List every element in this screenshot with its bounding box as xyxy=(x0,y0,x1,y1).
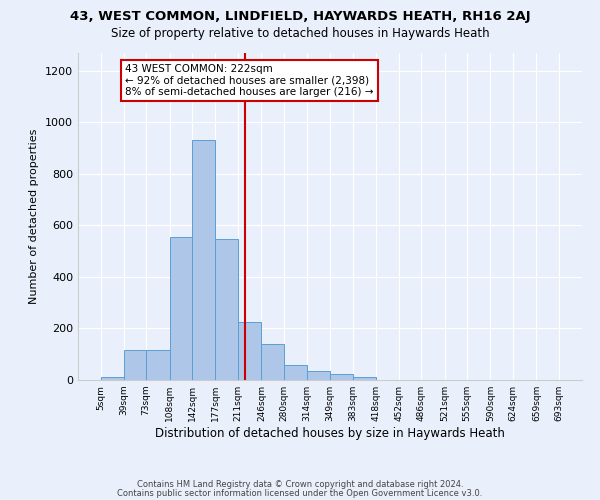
Bar xyxy=(262,344,284,380)
Text: Contains HM Land Registry data © Crown copyright and database right 2024.: Contains HM Land Registry data © Crown c… xyxy=(137,480,463,489)
Text: 43 WEST COMMON: 222sqm
← 92% of detached houses are smaller (2,398)
8% of semi-d: 43 WEST COMMON: 222sqm ← 92% of detached… xyxy=(125,64,373,97)
Bar xyxy=(215,240,238,380)
Bar xyxy=(146,350,170,380)
Bar xyxy=(353,378,376,380)
Text: Contains public sector information licensed under the Open Government Licence v3: Contains public sector information licen… xyxy=(118,488,482,498)
Bar xyxy=(101,378,124,380)
Bar xyxy=(192,140,215,380)
Bar xyxy=(124,350,146,380)
Y-axis label: Number of detached properties: Number of detached properties xyxy=(29,128,40,304)
Text: Size of property relative to detached houses in Haywards Heath: Size of property relative to detached ho… xyxy=(110,28,490,40)
X-axis label: Distribution of detached houses by size in Haywards Heath: Distribution of detached houses by size … xyxy=(155,427,505,440)
Bar xyxy=(170,237,192,380)
Bar xyxy=(238,322,262,380)
Bar xyxy=(284,364,307,380)
Bar xyxy=(330,374,353,380)
Text: 43, WEST COMMON, LINDFIELD, HAYWARDS HEATH, RH16 2AJ: 43, WEST COMMON, LINDFIELD, HAYWARDS HEA… xyxy=(70,10,530,23)
Bar xyxy=(307,371,330,380)
